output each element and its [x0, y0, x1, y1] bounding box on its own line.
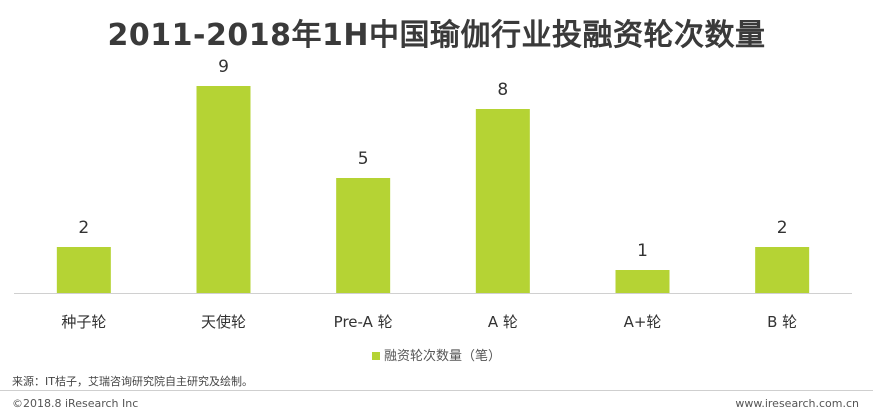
x-tick-label-4: A+轮 — [624, 313, 662, 331]
data-label-3: 8 — [497, 80, 508, 100]
x-tick-label-1: 天使轮 — [201, 313, 246, 331]
source-note: 来源：IT桔子，艾瑞咨询研究院自主研究及绘制。 — [12, 375, 253, 388]
data-label-4: 1 — [637, 241, 648, 261]
bar-1 — [196, 86, 251, 293]
bar-4 — [615, 270, 670, 293]
bar-5 — [755, 247, 810, 293]
data-label-0: 2 — [78, 218, 89, 238]
legend-swatch — [371, 351, 380, 360]
chart-title: 2011-2018年1H中国瑜伽行业投融资轮次数量 — [107, 18, 766, 53]
copyright: ©2018.8 iResearch Inc — [12, 397, 139, 410]
x-tick-label-2: Pre-A 轮 — [334, 313, 393, 331]
bar-2 — [336, 178, 391, 293]
data-label-1: 9 — [218, 57, 229, 77]
data-label-2: 5 — [358, 149, 369, 169]
website-link[interactable]: www.iresearch.com.cn — [735, 397, 859, 410]
bar-0 — [56, 247, 111, 293]
x-tick-label-0: 种子轮 — [61, 313, 106, 331]
footer-divider — [0, 390, 873, 391]
x-tick-label-3: A 轮 — [488, 313, 518, 331]
x-tick-label-5: B 轮 — [767, 313, 797, 331]
legend: 融资轮次数量（笔） — [0, 345, 873, 364]
data-label-5: 2 — [777, 218, 788, 238]
legend-label: 融资轮次数量（笔） — [383, 349, 501, 364]
bar-chart: 2 种子轮 9 天使轮 5 Pre-A 轮 8 A 轮 1 A+轮 2 B 轮 — [14, 57, 852, 331]
bar-3 — [475, 109, 530, 293]
